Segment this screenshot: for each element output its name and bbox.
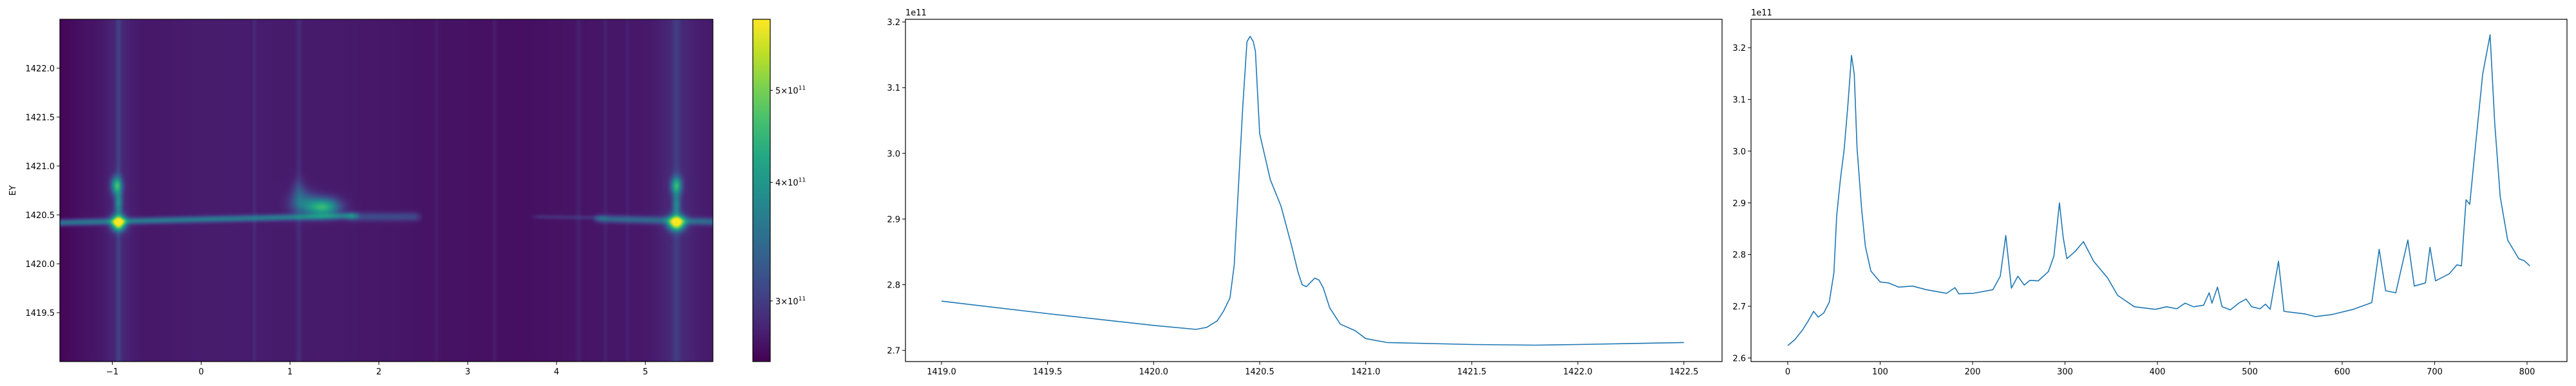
y-tick-label: 1421.0 [26,162,55,172]
x-tick-label: 400 [2150,367,2166,377]
y-tick-label: 3.0 [887,149,900,159]
colorbar: 3×1011 4×1011 5×1011 [752,19,806,362]
data-line [941,35,1684,346]
x-tick-label: 1421.5 [1457,367,1487,377]
colorbar-tick-label: 4×1011 [775,177,806,188]
y-tick-label: 1421.5 [26,113,55,123]
heatmap-axes: −1 0 1 2 3 4 5 1419.5 1420.0 1420.5 1421.0 1421.5 14… [26,19,714,377]
x-tick-label: 1421.0 [1351,367,1381,377]
x-tick-label: 1422.5 [1669,367,1699,377]
x-tick-label: −1 [106,367,118,377]
y-tick-label: 1422.0 [26,64,55,74]
x-tick-label: 300 [2057,367,2073,377]
axes-frame [752,19,771,362]
line-plot-index-profile: 1e11 0 100 200 300 400 500 600 700 800 2.6 2.7 2.8 2… [1732,8,2568,377]
y-tick-label: 2.8 [887,281,900,291]
x-tick-label: 4 [554,367,559,377]
y-tick-label: 1419.5 [26,309,55,318]
axes-frame [905,19,1723,362]
colorbar-gradient [753,19,770,362]
axes-frame [59,19,714,362]
y-offset-text: 1e11 [1751,8,1772,18]
x-tick-label: 1 [287,367,292,377]
x-tick-label: 700 [2427,367,2443,377]
x-tick-label: 600 [2334,367,2351,377]
y-tick-label: 2.9 [887,215,900,225]
y-tick-label: 3.1 [887,84,900,93]
x-tick-label: 1419.0 [927,367,956,377]
x-tick-label: 1420.0 [1139,367,1169,377]
y-axis-label: EY [8,185,18,196]
y-tick-label: 2.7 [887,347,900,356]
x-tick-label: 800 [2519,367,2535,377]
y-tick-label: 2.8 [1732,251,1746,261]
x-tick-label: 0 [1785,367,1790,377]
y-tick-label: 1420.0 [26,260,55,270]
x-tick-label: 100 [1872,367,1888,377]
y-tick-label: 2.9 [1732,199,1746,208]
x-tick-label: 5 [643,367,648,377]
colorbar-tick-label: 5×1011 [775,85,806,96]
y-tick-label: 2.6 [1732,354,1746,363]
heatmap-image [60,19,713,362]
y-tick-label: 1420.5 [26,211,55,221]
x-tick-label: 0 [198,367,204,377]
x-tick-label: 1419.5 [1033,367,1063,377]
x-tick-label: 2 [376,367,381,377]
x-tick-label: 500 [2242,367,2258,377]
x-tick-label: 200 [1965,367,1981,377]
y-tick-label: 3.0 [1732,147,1746,157]
y-offset-text: 1e11 [905,8,927,18]
line-plot-ey-profile: 1e11 1419.0 1419.5 1420.0 1420.5 1421.0 1421.… [887,8,1723,377]
x-tick-label: 1422.0 [1563,367,1593,377]
x-tick-label: 1420.5 [1245,367,1274,377]
data-line [1787,34,2530,346]
x-tick-label: 3 [465,367,470,377]
y-tick-label: 3.1 [1732,96,1746,106]
y-tick-label: 3.2 [887,18,900,28]
axes-frame [1750,19,2568,362]
y-tick-label: 3.2 [1732,44,1746,53]
colorbar-tick-label: 3×1011 [775,296,806,307]
y-tick-label: 2.7 [1732,302,1746,312]
